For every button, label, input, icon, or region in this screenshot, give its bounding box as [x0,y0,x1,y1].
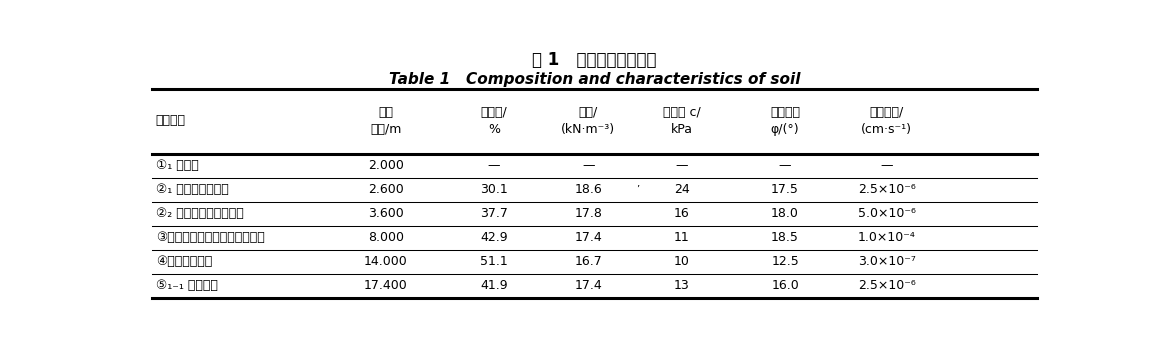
Text: —: — [880,159,893,172]
Text: 1.0×10⁻⁴: 1.0×10⁻⁴ [857,231,915,244]
Text: ②₂ 灰黄色淤泥粉质黏土: ②₂ 灰黄色淤泥粉质黏土 [155,207,244,220]
Text: 2.5×10⁻⁶: 2.5×10⁻⁶ [857,183,915,196]
Text: 8.000: 8.000 [368,231,404,244]
Text: 17.4: 17.4 [574,231,602,244]
Text: ③灰色淤泥质粉质黏土夹沙质土: ③灰色淤泥质粉质黏土夹沙质土 [155,231,264,244]
Text: 18.6: 18.6 [574,183,602,196]
Text: ④灰色淤泥黏土: ④灰色淤泥黏土 [155,255,212,268]
Text: ’: ’ [636,185,639,195]
Text: 37.7: 37.7 [480,207,508,220]
Text: 18.0: 18.0 [771,207,799,220]
Text: 16.0: 16.0 [771,279,799,292]
Text: 3.600: 3.600 [368,207,404,220]
Text: —: — [778,159,791,172]
Text: ①₁ 杂填土: ①₁ 杂填土 [155,159,198,172]
Text: 14.000: 14.000 [364,255,408,268]
Text: 17.5: 17.5 [771,183,799,196]
Text: 41.9: 41.9 [480,279,508,292]
Text: 17.400: 17.400 [364,279,408,292]
Text: ②₁ 褐黄色粉质黏土: ②₁ 褐黄色粉质黏土 [155,183,229,196]
Text: 18.5: 18.5 [771,231,799,244]
Text: Table 1   Composition and characteristics of soil: Table 1 Composition and characteristics … [389,72,800,87]
Text: 2.600: 2.600 [368,183,404,196]
Text: 重度/
(kN·m⁻³): 重度/ (kN·m⁻³) [561,106,615,136]
Text: 42.9: 42.9 [480,231,508,244]
Text: —: — [487,159,500,172]
Text: 30.1: 30.1 [480,183,508,196]
Text: 17.8: 17.8 [574,207,602,220]
Text: 16.7: 16.7 [574,255,602,268]
Text: 2.5×10⁻⁶: 2.5×10⁻⁶ [857,279,915,292]
Text: 3.0×10⁻⁷: 3.0×10⁻⁷ [857,255,915,268]
Text: 黏聚力 c/
kPa: 黏聚力 c/ kPa [662,106,701,136]
Text: 16: 16 [674,207,689,220]
Text: 含水量/
%: 含水量/ % [480,106,507,136]
Text: 10: 10 [674,255,690,268]
Text: 内摩擦角
φ/(°): 内摩擦角 φ/(°) [770,106,800,136]
Text: 13: 13 [674,279,689,292]
Text: 表 1   地基土构成及特征: 表 1 地基土构成及特征 [532,51,657,69]
Text: 17.4: 17.4 [574,279,602,292]
Text: 51.1: 51.1 [480,255,508,268]
Text: ⑤₁₋₁ 灰色黏土: ⑤₁₋₁ 灰色黏土 [155,279,218,292]
Text: 5.0×10⁻⁶: 5.0×10⁻⁶ [857,207,915,220]
Text: 12.5: 12.5 [771,255,799,268]
Text: 11: 11 [674,231,689,244]
Text: 24: 24 [674,183,689,196]
Text: 土层名称: 土层名称 [155,114,186,127]
Text: 渗透系数/
(cm·s⁻¹): 渗透系数/ (cm·s⁻¹) [861,106,912,136]
Text: —: — [582,159,594,172]
Text: 2.000: 2.000 [368,159,404,172]
Text: —: — [675,159,688,172]
Text: 层底
埋深/m: 层底 埋深/m [370,106,401,136]
